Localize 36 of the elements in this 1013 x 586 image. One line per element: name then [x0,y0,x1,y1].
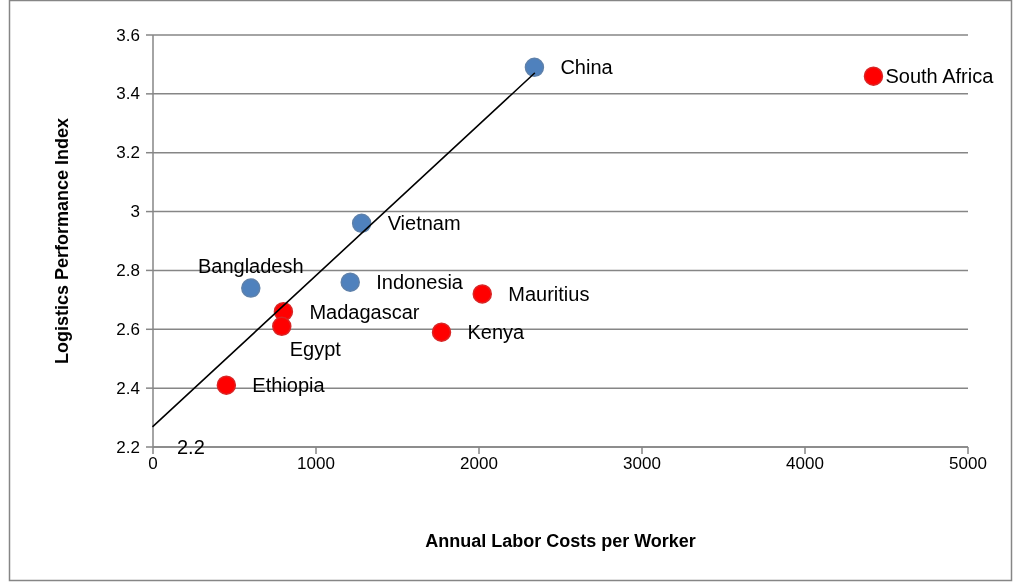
data-label: China [560,56,614,79]
point [472,284,493,304]
data-label: Kenya [467,321,526,344]
data-label: Madagascar [309,300,420,323]
y-tick-label: 3.4 [116,84,140,104]
data-label: Ethiopia [252,374,326,397]
point [272,316,292,337]
y-tick-label: 3.2 [116,143,140,163]
y-tick-label: 2.6 [116,319,140,339]
y-tick-label: 2.4 [116,378,140,398]
point [241,278,261,298]
x-tick-label: 3000 [623,453,661,473]
data-label: Egypt [289,338,342,361]
y-tick-label: 2.8 [116,260,140,280]
point [524,57,545,78]
x-tick-label: 4000 [786,453,824,473]
point [863,66,884,86]
y-axis-title: Logistics Performance Index [52,117,72,365]
x-axis-title: Annual Labor Costs per Worker [425,531,696,551]
x-tick-label: 5000 [949,453,987,473]
data-label: Vietnam [387,212,461,235]
annotation: 2.2 [177,436,205,458]
y-tick-label: 3.6 [116,25,140,45]
y-tick-label: 3 [130,202,140,222]
y-tick-label: 2.2 [116,437,140,457]
data-label: Mauritius [508,282,590,305]
point [340,272,360,292]
point [431,322,452,342]
point [216,375,237,395]
x-tick-label: 0 [148,453,158,473]
x-tick-label: 1000 [297,453,335,473]
x-tick-label: 2000 [460,453,498,473]
data-label: Indonesia [376,271,464,294]
data-label: South Africa [885,65,995,88]
data-label: Bangladesh [197,255,304,278]
point [351,213,372,234]
